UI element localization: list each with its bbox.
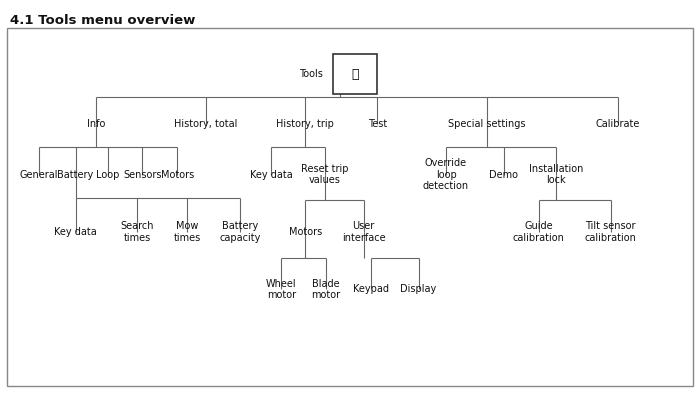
Text: Override
loop
detection: Override loop detection <box>423 158 469 191</box>
Text: Display: Display <box>400 284 437 294</box>
Text: History, total: History, total <box>174 119 237 129</box>
Text: Info: Info <box>87 119 106 129</box>
Text: Test: Test <box>368 119 387 129</box>
Text: 4.1 Tools menu overview: 4.1 Tools menu overview <box>10 14 196 27</box>
Text: Loop: Loop <box>96 169 120 180</box>
Text: Key data: Key data <box>250 169 293 180</box>
Text: Guide
calibration: Guide calibration <box>512 221 565 243</box>
Text: Demo: Demo <box>489 169 518 180</box>
Text: Keypad: Keypad <box>353 284 389 294</box>
Text: History, trip: History, trip <box>276 119 335 129</box>
Text: Reset trip
values: Reset trip values <box>301 164 349 186</box>
Text: Sensors: Sensors <box>123 169 162 180</box>
Text: 🔧: 🔧 <box>351 68 359 81</box>
Text: General: General <box>20 169 59 180</box>
Text: Key data: Key data <box>54 227 97 237</box>
Text: Tools: Tools <box>299 69 323 79</box>
Text: Calibrate: Calibrate <box>596 119 640 129</box>
Text: Installation
lock: Installation lock <box>528 164 583 186</box>
Text: User
interface: User interface <box>342 221 386 243</box>
Text: Motors: Motors <box>160 169 194 180</box>
Text: Search
times: Search times <box>120 221 154 243</box>
Text: Special settings: Special settings <box>449 119 526 129</box>
Text: Wheel
motor: Wheel motor <box>266 279 297 300</box>
Text: Tilt sensor
calibration: Tilt sensor calibration <box>584 221 636 243</box>
Text: Battery
capacity: Battery capacity <box>220 221 261 243</box>
Text: Motors: Motors <box>289 227 322 237</box>
Text: Mow
times: Mow times <box>174 221 201 243</box>
FancyBboxPatch shape <box>333 54 377 94</box>
Text: Battery: Battery <box>57 169 94 180</box>
Text: Blade
motor: Blade motor <box>312 279 341 300</box>
